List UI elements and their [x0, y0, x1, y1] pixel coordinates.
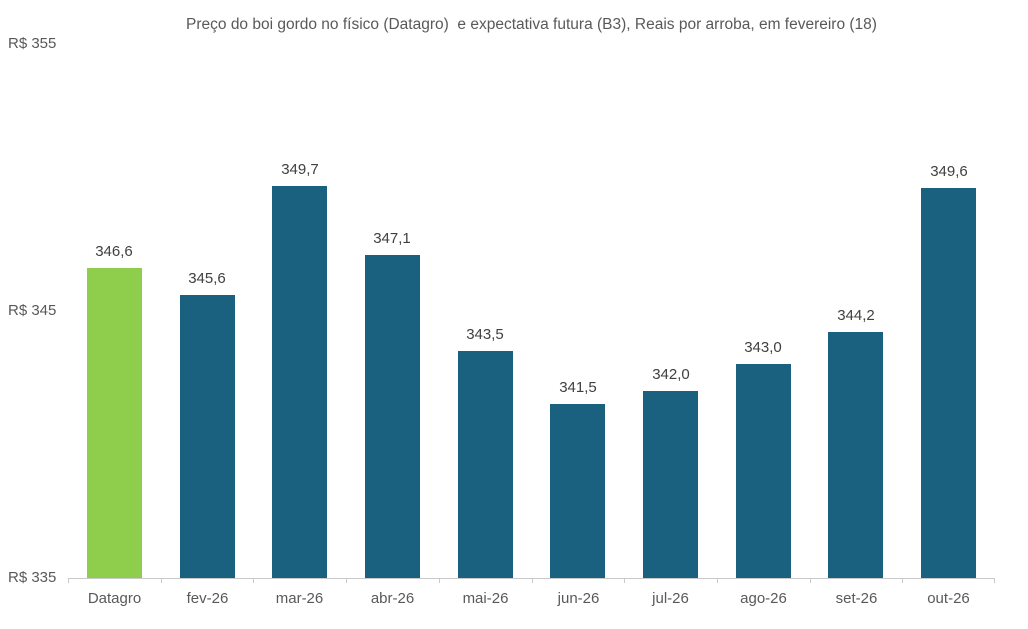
x-axis-tick: [717, 578, 718, 583]
x-axis-label: abr-26: [370, 590, 415, 607]
bar-value-label: 342,0: [652, 366, 690, 383]
bar-value-label: 341,5: [559, 379, 597, 396]
bar-jun-26: [550, 404, 605, 578]
bar-fev-26: [180, 295, 235, 578]
plot-area: 346,6 Datagro 345,6 fev-26 349,7 mar-26 347,1 a…: [68, 44, 995, 607]
x-axis-tick: [346, 578, 347, 583]
bar-abr-26: [365, 255, 420, 578]
y-axis-label-355: R$ 355: [8, 35, 57, 52]
x-axis-tick: [161, 578, 162, 583]
x-axis-label: mai-26: [462, 590, 509, 607]
x-axis-label: fev-26: [186, 590, 229, 607]
x-axis-label: Datagro: [87, 590, 142, 607]
x-axis-label: set-26: [835, 590, 878, 607]
bar-value-label: 346,6: [95, 243, 133, 260]
bar-jul-26: [643, 391, 698, 578]
y-axis-label-335: R$ 335: [8, 569, 57, 586]
bar-ago-26: [736, 364, 791, 578]
x-axis-label: out-26: [927, 590, 970, 607]
bar-value-label: 343,5: [466, 326, 504, 343]
bar-value-label: 349,6: [930, 163, 968, 180]
x-axis-label: jun-26: [557, 590, 600, 607]
bar-datagro: [87, 268, 142, 578]
bar-mai-26: [458, 351, 513, 578]
x-axis-tick: [439, 578, 440, 583]
bar-value-label: 343,0: [744, 339, 782, 356]
bar-value-label: 344,2: [837, 307, 875, 324]
x-axis-line: [68, 578, 995, 579]
x-axis-label: ago-26: [740, 590, 787, 607]
x-axis-tick: [902, 578, 903, 583]
x-axis-tick: [810, 578, 811, 583]
x-axis-label: mar-26: [275, 590, 324, 607]
bar-mar-26: [272, 186, 327, 578]
x-axis-tick: [624, 578, 625, 583]
bar-value-label: 349,7: [281, 161, 319, 178]
y-axis-label-345: R$ 345: [8, 302, 57, 319]
bar-value-label: 345,6: [188, 270, 226, 287]
bar-set-26: [828, 332, 883, 578]
chart-title: Preço do boi gordo no físico (Datagro) e…: [186, 16, 877, 33]
x-axis-tick: [253, 578, 254, 583]
bar-value-label: 347,1: [373, 230, 411, 247]
x-axis-tick: [994, 578, 995, 583]
x-axis-tick: [68, 578, 69, 583]
bar-out-26: [921, 188, 976, 578]
x-axis-label: jul-26: [652, 590, 689, 607]
x-axis-tick: [532, 578, 533, 583]
